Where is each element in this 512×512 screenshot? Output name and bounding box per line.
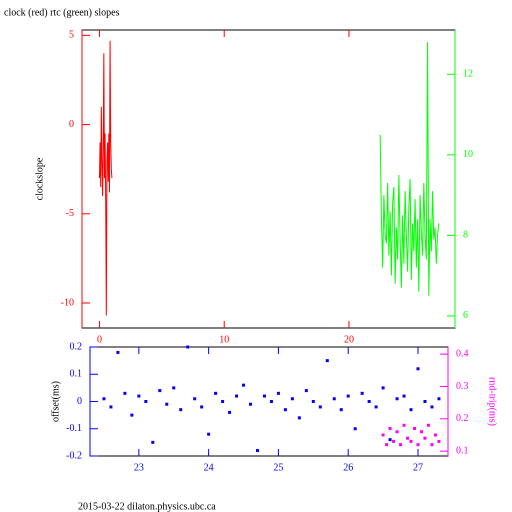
- chart-title: clock (red) rtc (green) slopes: [4, 7, 120, 18]
- point: [255, 449, 259, 453]
- point: [339, 408, 343, 412]
- point: [165, 402, 169, 406]
- x-tick-label: 27: [413, 462, 423, 473]
- point: [144, 400, 148, 403]
- point: [116, 350, 120, 354]
- point: [381, 386, 385, 390]
- x-tick-label: 25: [273, 462, 283, 473]
- y-tick-label: -0.2: [66, 450, 82, 461]
- point: [193, 397, 197, 401]
- series-line: [379, 42, 440, 296]
- x-tick-label: 26: [343, 462, 353, 473]
- y-tick-label: 5: [69, 30, 74, 41]
- point: [283, 408, 287, 412]
- point: [409, 408, 413, 412]
- x-tick-label: 24: [204, 462, 214, 473]
- y-tick-label: -5: [66, 208, 74, 219]
- y-axis-label: offset(ms): [50, 381, 61, 422]
- point: [409, 439, 413, 443]
- point: [367, 400, 371, 403]
- point: [207, 432, 211, 436]
- point: [262, 394, 266, 398]
- point: [399, 443, 403, 447]
- point: [172, 386, 176, 390]
- point: [437, 397, 441, 401]
- y2-tick-label: 6: [463, 310, 468, 321]
- point: [423, 400, 427, 403]
- y-tick-label: -10: [61, 297, 74, 308]
- y2-tick-label: 10: [463, 149, 473, 160]
- point: [297, 416, 301, 420]
- point: [353, 427, 357, 431]
- y2-tick-label: 0.4: [456, 348, 469, 359]
- point: [290, 397, 294, 401]
- y2-tick-label: 12: [463, 69, 473, 80]
- x-tick-label: 20: [344, 334, 354, 345]
- point: [235, 394, 239, 398]
- y-tick-label: -0.1: [66, 423, 82, 434]
- point: [325, 359, 329, 363]
- point: [151, 440, 155, 444]
- point: [242, 383, 246, 387]
- point: [332, 397, 336, 401]
- point: [402, 394, 406, 398]
- y-tick-label: 0: [69, 119, 74, 130]
- point: [228, 410, 232, 414]
- point: [214, 391, 218, 395]
- y2-axis-label: rnd-trip(ms): [487, 377, 498, 426]
- y-axis-label: clockslope: [34, 157, 45, 200]
- point: [221, 400, 225, 403]
- point: [374, 405, 378, 409]
- point: [430, 405, 434, 409]
- y-tick-label: 0.2: [70, 341, 83, 352]
- point: [413, 427, 417, 431]
- point: [381, 433, 385, 437]
- y-tick-label: 0: [77, 396, 82, 407]
- series-line: [98, 40, 113, 316]
- point: [406, 436, 410, 440]
- point: [388, 438, 392, 442]
- x-tick-label: 23: [134, 462, 144, 473]
- x-tick-label: 0: [97, 334, 102, 345]
- point: [179, 408, 183, 412]
- y2-tick-label: 8: [463, 230, 468, 241]
- point: [402, 423, 406, 427]
- point: [304, 389, 308, 393]
- point: [130, 413, 134, 417]
- point: [392, 439, 396, 443]
- point: [269, 400, 273, 403]
- point: [433, 433, 437, 437]
- point: [419, 430, 423, 434]
- point: [123, 391, 127, 395]
- point: [437, 439, 441, 443]
- point: [423, 436, 427, 440]
- point: [416, 443, 420, 447]
- point: [385, 443, 389, 447]
- y2-tick-label: 0.1: [456, 445, 469, 456]
- point: [416, 367, 420, 371]
- point: [200, 405, 204, 409]
- point: [388, 427, 392, 431]
- y-tick-label: 0.1: [70, 369, 83, 380]
- point: [346, 394, 350, 398]
- y2-tick-label: 0.3: [456, 381, 469, 392]
- x-tick-label: 10: [219, 334, 229, 345]
- y2-tick-label: 0.2: [456, 413, 469, 424]
- point: [395, 397, 399, 401]
- point: [249, 402, 253, 406]
- point: [318, 405, 322, 409]
- footer: 2015-03-22 dilaton.physics.ubc.ca: [78, 501, 216, 512]
- point: [360, 391, 364, 395]
- point: [137, 394, 141, 398]
- point: [426, 423, 430, 427]
- point: [430, 443, 434, 447]
- point: [186, 345, 190, 349]
- point: [311, 400, 315, 403]
- point: [276, 391, 280, 395]
- point: [395, 430, 399, 434]
- point: [158, 389, 162, 393]
- point: [109, 405, 113, 409]
- point: [102, 397, 106, 401]
